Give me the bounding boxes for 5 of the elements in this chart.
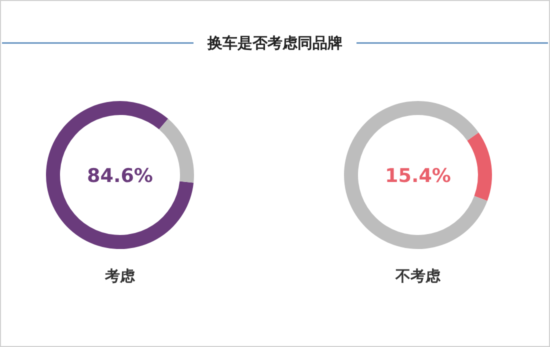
annotation: 15.4% — [385, 165, 451, 187]
annotation: 84.6% — [87, 165, 153, 187]
xlabel: 考虑 — [105, 267, 135, 285]
xlabel: 不考虑 — [396, 267, 440, 285]
text: 换车是否考虑同品牌 — [206, 34, 342, 52]
